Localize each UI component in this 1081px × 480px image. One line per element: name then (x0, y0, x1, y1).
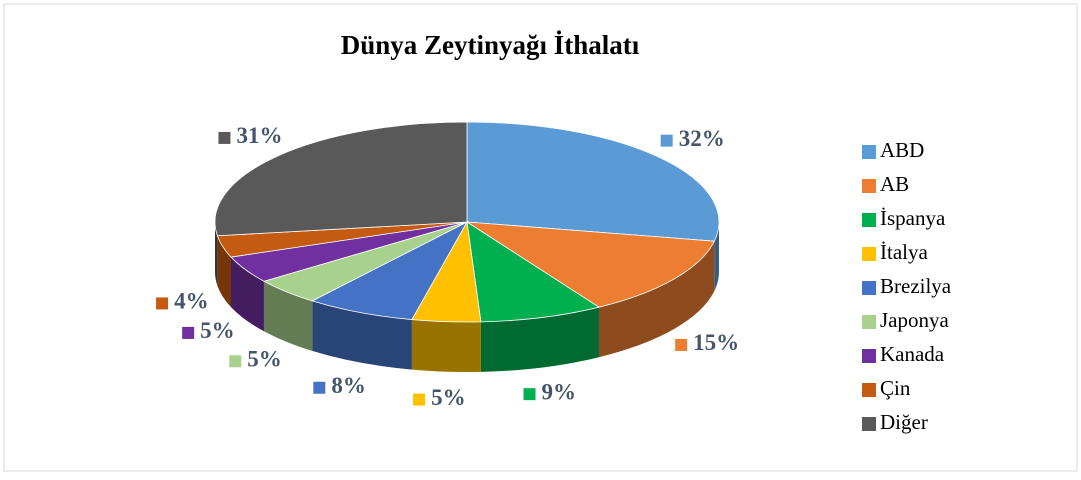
slice (214, 121, 468, 237)
label-key (675, 338, 688, 351)
legend-label: Japonya (880, 308, 949, 332)
slice (466, 221, 715, 308)
legend-label: ABD (880, 138, 924, 162)
legend-key (862, 247, 876, 261)
data-label: 32% (679, 126, 725, 151)
data-label: 31% (236, 123, 282, 148)
slice-side (230, 257, 264, 332)
legend-key (862, 315, 876, 329)
legend-label: İtalya (880, 240, 928, 264)
slice-side (312, 300, 412, 370)
label-key (156, 297, 169, 310)
legend-label: İspanya (880, 206, 946, 230)
label-key (182, 326, 195, 339)
slice (466, 221, 600, 323)
slice (466, 121, 720, 242)
data-label: 8% (331, 373, 366, 398)
slice-side (480, 307, 599, 372)
legend-label: Çin (880, 376, 911, 400)
legend-key (862, 145, 876, 159)
legend-key (862, 179, 876, 193)
legend-key (862, 417, 876, 431)
label-key (523, 388, 536, 401)
slice-side (598, 241, 715, 358)
data-label: 4% (174, 289, 209, 314)
data-label: 9% (542, 379, 577, 404)
slice-side (263, 281, 313, 351)
data-label: 15% (693, 330, 739, 355)
data-label: 5% (247, 347, 282, 372)
chart-title: Dünya Zeytinyağı İthalatı (341, 30, 640, 60)
data-label: 5% (200, 318, 235, 343)
legend-label: Brezilya (880, 274, 952, 298)
legend-label: Diğer (880, 410, 928, 434)
data-label: 5% (431, 385, 466, 410)
slice-side (411, 319, 481, 372)
label-key (229, 355, 242, 368)
legend-label: Kanada (880, 342, 945, 366)
label-key (660, 134, 673, 147)
legend-key (862, 383, 876, 397)
label-key (413, 393, 426, 406)
label-key (313, 381, 326, 394)
slice (311, 221, 469, 321)
slice-side (215, 222, 218, 286)
legend-key (862, 349, 876, 363)
legend-key (862, 281, 876, 295)
legend-key (862, 213, 876, 227)
label-key (218, 131, 231, 144)
legend-label: AB (880, 172, 909, 196)
